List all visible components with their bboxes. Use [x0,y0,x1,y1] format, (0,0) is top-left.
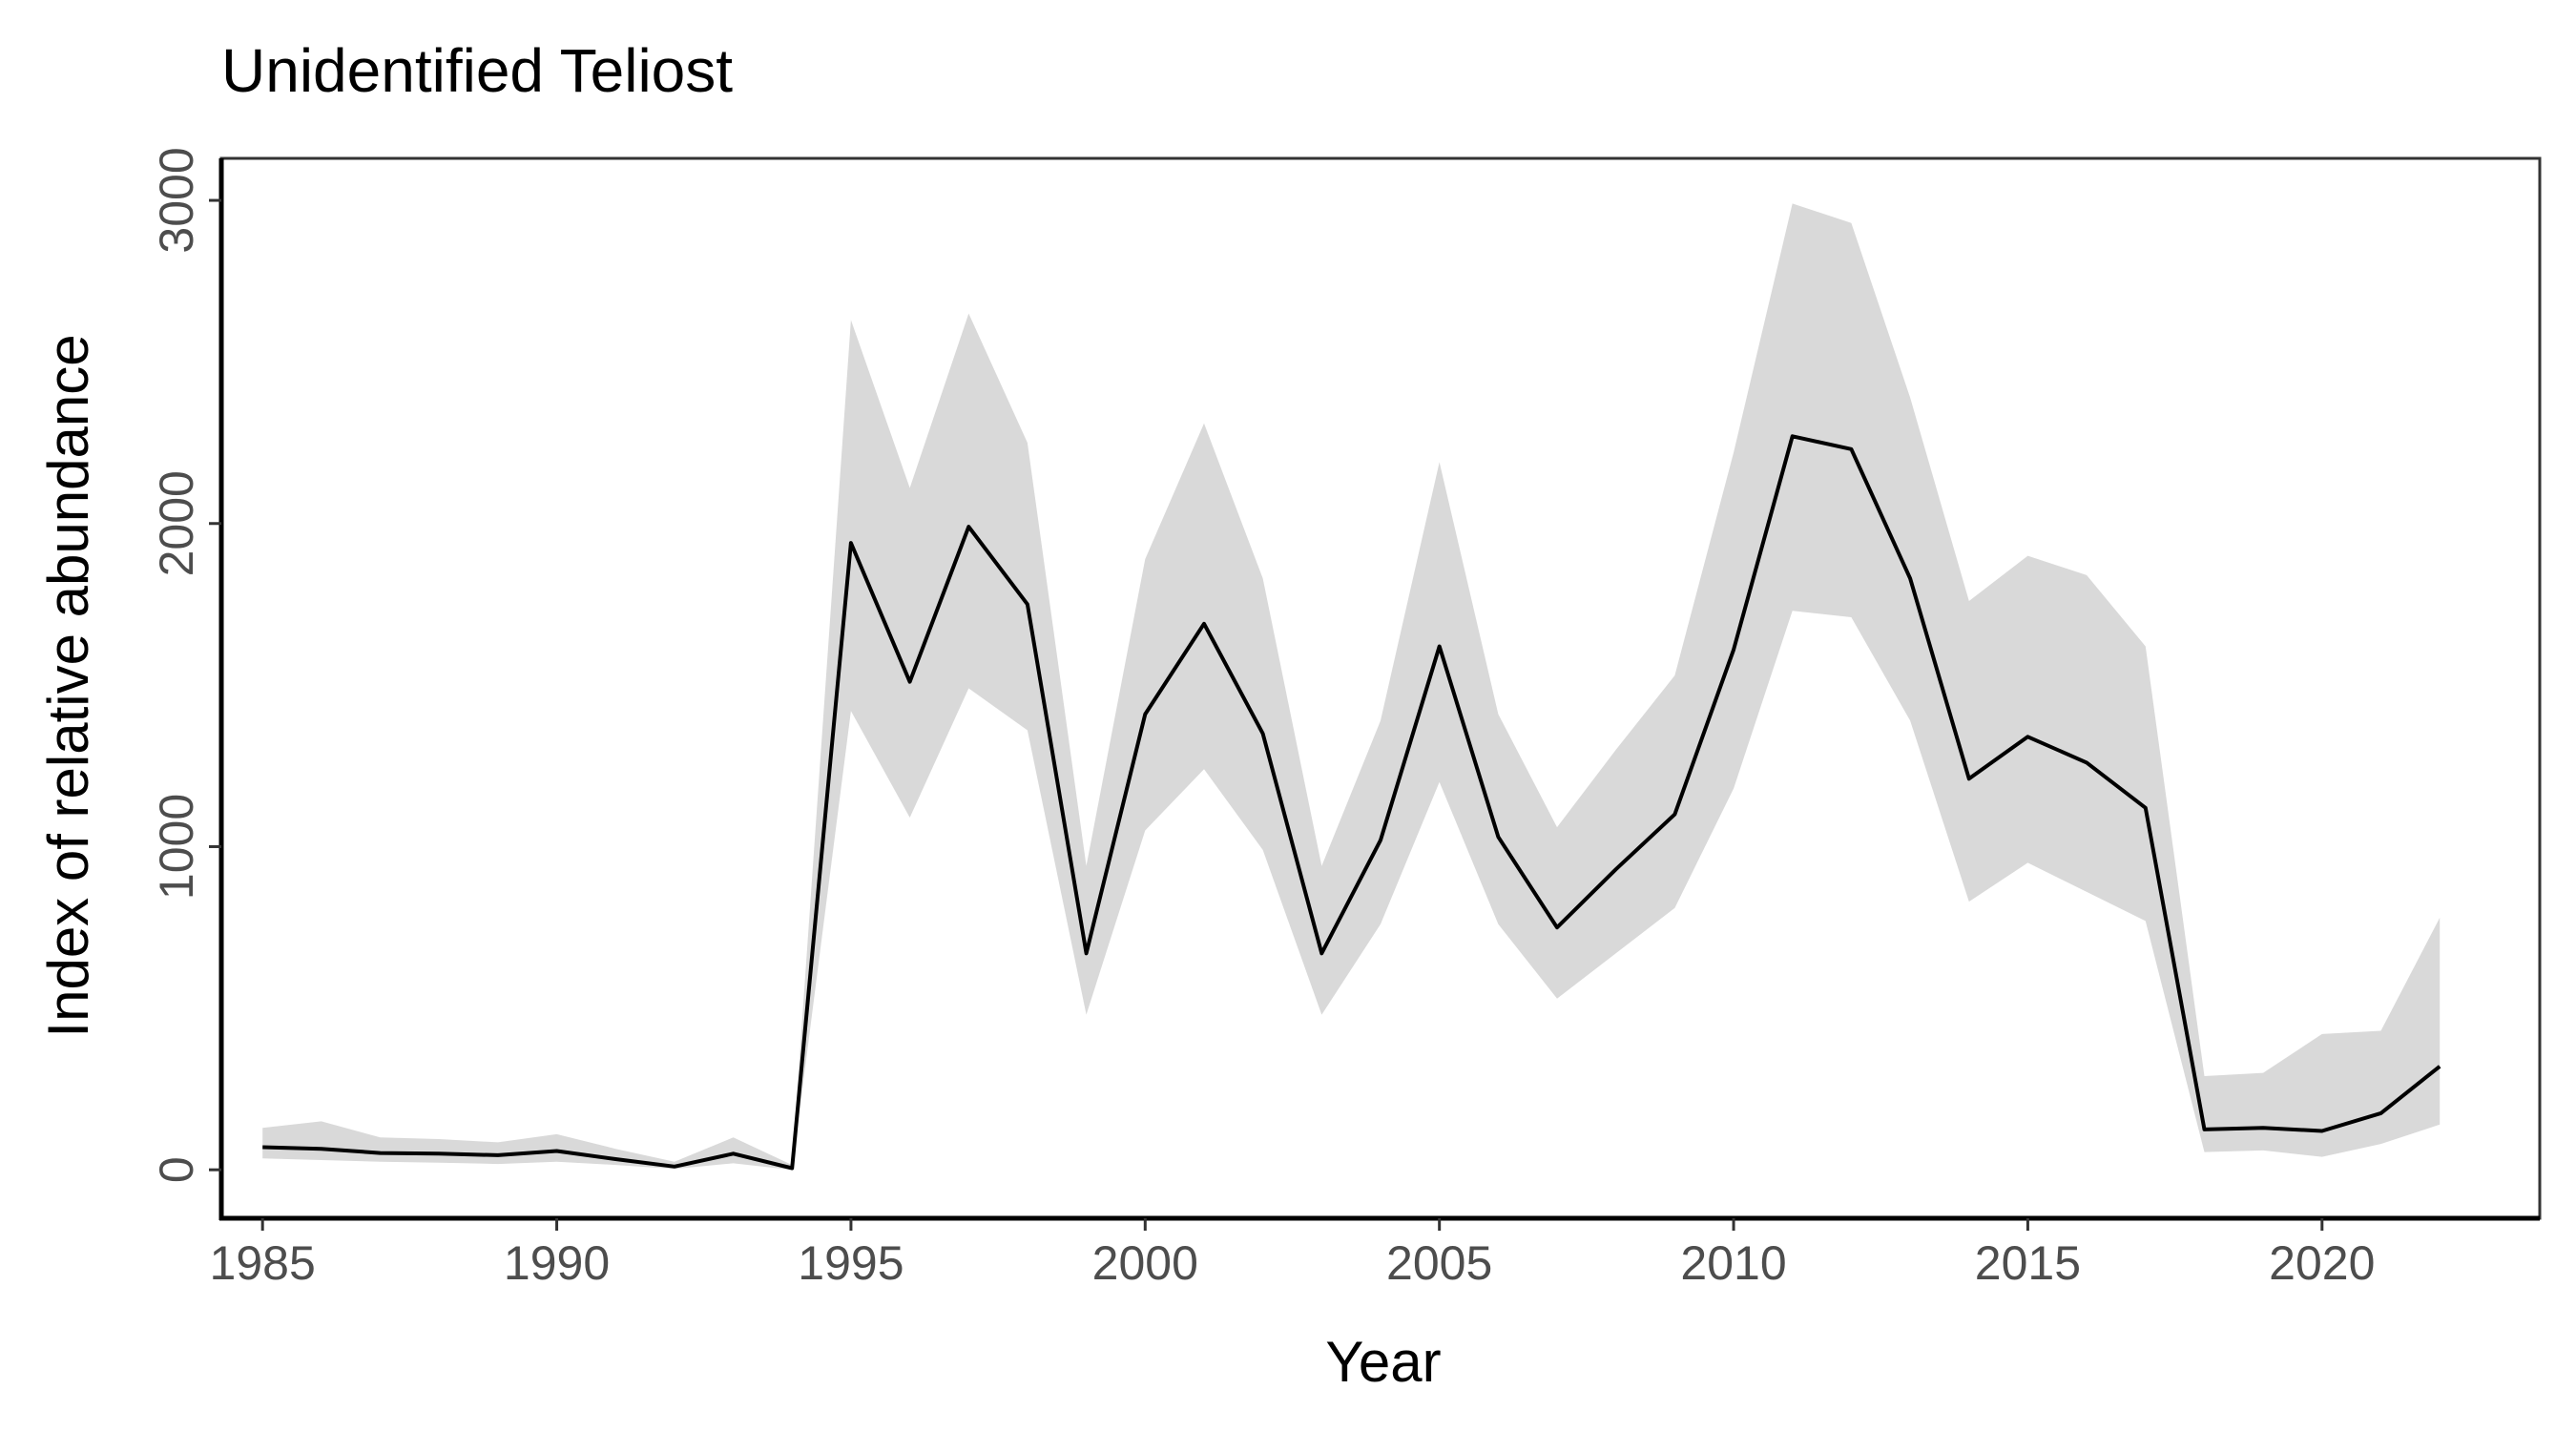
x-tick-label: 2005 [1386,1236,1492,1290]
chart-title: Unidentified Teliost [221,36,733,105]
confidence-band-layer [262,203,2441,1171]
x-tick-label: 2010 [1680,1236,1786,1290]
x-tick-label: 1995 [798,1236,904,1290]
y-axis-ticks: 0 1000 2000 3000 [150,147,221,1183]
x-tick-label: 2000 [1092,1236,1198,1290]
confidence-band [262,203,2441,1171]
y-tick-label: 3000 [150,147,203,253]
x-axis-title: Year [1325,1330,1441,1394]
y-tick-label: 2000 [150,470,203,576]
x-tick-label: 1985 [210,1236,316,1290]
x-tick-label: 2015 [1975,1236,2081,1290]
x-axis-ticks: 1985 1990 1995 2000 2005 2010 2015 2020 [210,1218,2375,1290]
y-axis-title: Index of relative abundance [36,334,100,1037]
x-tick-label: 2020 [2269,1236,2375,1290]
index-line-layer [262,434,2441,1171]
y-tick-label: 0 [150,1156,203,1183]
y-tick-label: 1000 [150,794,203,900]
index-line [262,434,2441,1171]
x-tick-label: 1990 [504,1236,610,1290]
